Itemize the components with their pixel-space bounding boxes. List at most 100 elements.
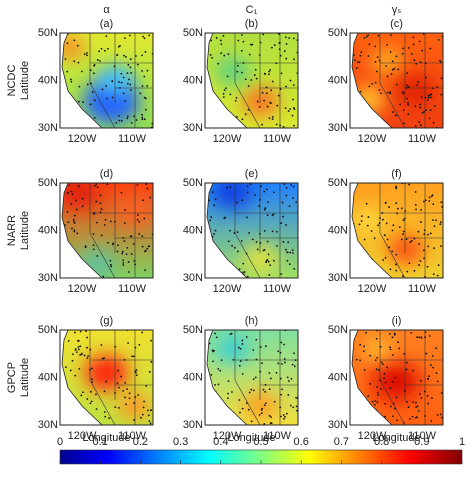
station-dot	[149, 196, 152, 199]
station-dot	[139, 92, 142, 95]
station-dot	[427, 233, 430, 236]
station-dot	[118, 119, 121, 122]
row-axis-label: Latitude	[19, 358, 31, 397]
station-dot	[418, 40, 421, 43]
station-dot	[213, 233, 216, 235]
station-dot	[138, 220, 141, 223]
station-dot	[72, 220, 75, 223]
station-dot	[141, 113, 144, 116]
station-dot	[353, 251, 356, 254]
station-dot	[142, 199, 145, 202]
station-dot	[62, 234, 65, 237]
station-dot	[245, 216, 248, 219]
panel-frame	[349, 329, 444, 426]
station-dot	[207, 386, 209, 389]
station-dot	[280, 393, 283, 396]
panel-label: (e)	[245, 168, 258, 180]
station-dot	[129, 89, 132, 91]
station-dot	[286, 251, 289, 254]
station-dot	[424, 199, 427, 202]
station-dot	[419, 124, 422, 127]
station-dot	[374, 45, 377, 48]
station-dot	[241, 71, 243, 74]
station-dot	[255, 240, 258, 243]
station-dot	[394, 114, 397, 117]
station-dot	[394, 376, 397, 379]
station-dot	[281, 201, 284, 204]
station-dot	[294, 359, 297, 362]
station-dot	[420, 397, 423, 399]
station-dot	[220, 409, 222, 412]
state-line	[234, 232, 261, 278]
station-dot	[93, 117, 96, 119]
station-dot	[260, 412, 263, 415]
colorbar-tick-label: 0.9	[414, 436, 429, 448]
station-dot	[215, 398, 218, 401]
map-panel	[59, 329, 154, 426]
colorbar-tick-label: 0.1	[93, 436, 108, 448]
station-dot	[368, 258, 370, 260]
station-dot	[374, 359, 377, 362]
station-dot	[433, 225, 436, 228]
station-dot	[144, 108, 147, 111]
station-dot	[86, 398, 89, 400]
station-dot	[285, 57, 288, 60]
station-dot	[358, 223, 361, 226]
station-dot	[382, 218, 384, 221]
station-dot	[265, 86, 268, 89]
station-dot	[424, 331, 427, 333]
station-dot	[419, 393, 421, 395]
station-dot	[86, 336, 88, 339]
station-dot	[263, 422, 266, 425]
station-dot	[137, 394, 140, 396]
station-dot	[71, 119, 74, 122]
station-dot	[110, 263, 112, 266]
station-dot	[395, 55, 398, 58]
station-dot	[377, 34, 380, 37]
station-dot	[291, 114, 294, 117]
station-dot	[118, 386, 120, 389]
lon-tick-label: 120W	[213, 283, 242, 295]
station-dot	[127, 63, 130, 66]
station-dot	[252, 389, 255, 392]
station-dot	[236, 70, 239, 73]
colorbar-tick-label: 1	[459, 436, 465, 448]
station-dot	[255, 77, 258, 80]
station-dot	[261, 123, 263, 126]
station-dot	[150, 339, 152, 342]
station-dot	[72, 218, 75, 221]
station-dot	[396, 419, 399, 422]
station-dot	[254, 68, 257, 71]
station-dot	[412, 43, 415, 46]
station-dot	[117, 114, 120, 117]
station-dot	[277, 362, 280, 365]
station-dot	[280, 273, 283, 275]
station-dot	[223, 89, 226, 92]
station-dot	[133, 115, 135, 118]
station-dot	[362, 350, 365, 353]
station-dot	[419, 103, 422, 106]
station-dot	[64, 253, 67, 256]
station-dot	[114, 220, 116, 223]
station-dot	[292, 185, 295, 188]
station-dot	[282, 125, 285, 128]
station-dot	[384, 415, 387, 418]
station-dot	[419, 221, 422, 223]
station-dot	[227, 392, 229, 395]
station-dot	[376, 56, 379, 59]
station-dot	[93, 184, 96, 187]
lon-tick-label: 120W	[68, 133, 97, 145]
station-dot	[85, 52, 88, 54]
station-dot	[264, 402, 267, 405]
station-dot	[396, 212, 398, 215]
station-dot	[146, 85, 149, 87]
station-dot	[427, 402, 430, 405]
station-dot	[373, 265, 375, 268]
station-dot	[371, 82, 374, 85]
station-dot	[106, 97, 108, 100]
station-dot	[269, 68, 272, 71]
station-dot	[117, 244, 119, 247]
station-dot	[73, 60, 76, 63]
station-dot	[245, 336, 248, 338]
station-dot	[135, 119, 138, 121]
